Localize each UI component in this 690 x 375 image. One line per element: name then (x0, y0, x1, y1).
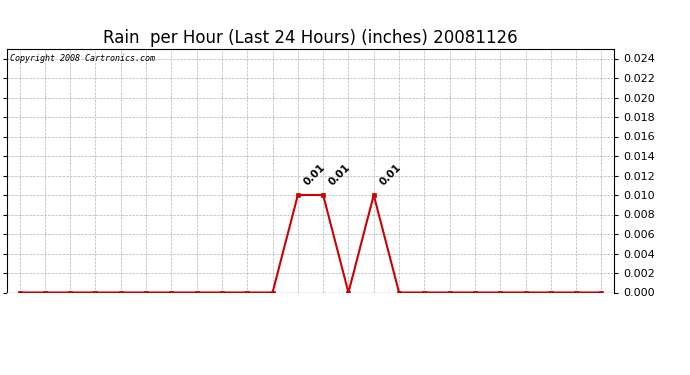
Text: Copyright 2008 Cartronics.com: Copyright 2008 Cartronics.com (10, 54, 155, 63)
Text: 0.01: 0.01 (377, 162, 403, 187)
Text: 0.01: 0.01 (327, 162, 352, 187)
Title: Rain  per Hour (Last 24 Hours) (inches) 20081126: Rain per Hour (Last 24 Hours) (inches) 2… (104, 29, 518, 47)
Text: 0.01: 0.01 (302, 162, 327, 187)
